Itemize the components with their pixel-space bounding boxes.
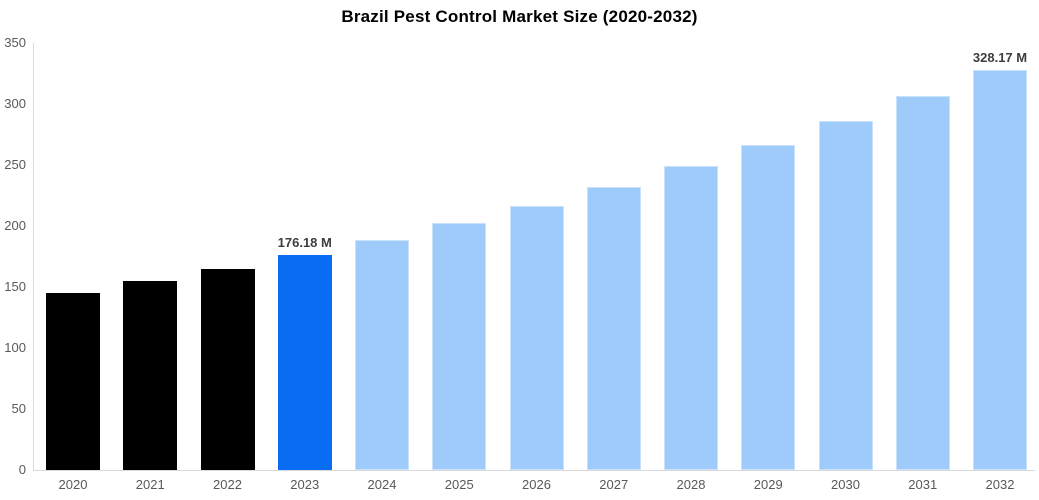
x-tick-2025: 2025 xyxy=(444,477,474,492)
bar-2021 xyxy=(123,280,178,470)
x-tick-2023: 2023 xyxy=(290,477,320,492)
x-tick-2028: 2028 xyxy=(676,477,706,492)
y-axis-line xyxy=(33,43,34,470)
x-tick-2020: 2020 xyxy=(58,477,88,492)
y-tick-50: 50 xyxy=(11,401,26,416)
x-tick-2027: 2027 xyxy=(599,477,629,492)
value-label-2023: 176.18 M xyxy=(277,235,332,251)
bar-2030 xyxy=(818,121,873,470)
bar-2022 xyxy=(200,268,255,470)
chart-title: Brazil Pest Control Market Size (2020-20… xyxy=(341,7,698,26)
y-tick-150: 150 xyxy=(4,279,26,294)
bar-2031 xyxy=(895,96,950,470)
x-tick-2024: 2024 xyxy=(367,477,397,492)
y-tick-100: 100 xyxy=(4,340,26,355)
x-tick-2029: 2029 xyxy=(753,477,783,492)
bar-2026 xyxy=(509,205,564,470)
y-tick-300: 300 xyxy=(4,96,26,111)
bar-2024 xyxy=(355,239,409,470)
bar-2020 xyxy=(46,293,100,470)
value-label-2032: 328.17 M xyxy=(972,49,1028,65)
y-tick-250: 250 xyxy=(4,157,26,172)
y-tick-350: 350 xyxy=(4,35,26,50)
bar-2027 xyxy=(586,186,641,470)
x-tick-2030: 2030 xyxy=(831,477,860,492)
x-tick-2026: 2026 xyxy=(522,477,551,492)
x-tick-2031: 2031 xyxy=(908,477,938,492)
bar-2023 xyxy=(277,255,332,470)
bar-2032 xyxy=(973,69,1027,470)
bar-2029 xyxy=(741,144,796,470)
bar-2025 xyxy=(432,223,487,470)
y-tick-0: 0 xyxy=(18,462,26,477)
x-tick-2022: 2022 xyxy=(213,477,242,492)
x-tick-2032: 2032 xyxy=(985,477,1015,492)
bar-2028 xyxy=(664,166,718,470)
x-tick-2021: 2021 xyxy=(135,477,165,492)
y-tick-200: 200 xyxy=(4,218,26,233)
x-axis-line xyxy=(33,470,1035,471)
